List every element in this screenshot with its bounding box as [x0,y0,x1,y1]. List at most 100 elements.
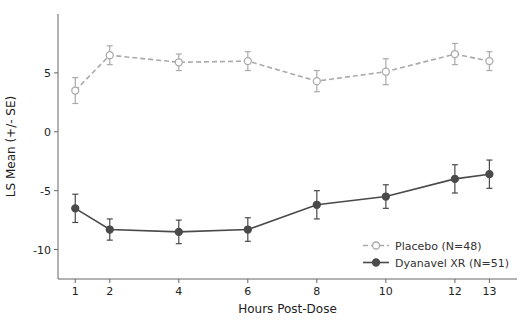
error-bar [176,220,182,244]
error-cap [176,53,182,54]
x-tick [247,279,248,283]
legend-marker [373,242,380,249]
error-cap [486,51,492,52]
error-cap [72,222,78,223]
x-tick [109,279,110,283]
x-tick [316,279,317,283]
error-cap [107,45,113,46]
point [175,59,182,66]
x-tick-label: 6 [244,285,251,298]
error-cap [383,184,389,185]
x-tick-label: 13 [482,285,496,298]
error-cap [486,70,492,71]
error-cap [176,220,182,221]
chart: 12468101213-10-505Hours Post-DoseLS Mean… [0,0,531,321]
y-tick-label: 5 [44,67,51,80]
y-tick [54,190,58,191]
error-cap [245,70,251,71]
x-tick [385,279,386,283]
series-line [75,174,489,232]
plot-area [72,43,493,243]
error-bar [452,43,458,64]
error-cap [245,217,251,218]
error-cap [72,194,78,195]
error-cap [383,208,389,209]
point [382,68,389,75]
error-cap [72,77,78,78]
error-cap [486,159,492,160]
legend-marker [373,259,380,266]
x-tick-label: 12 [448,285,462,298]
error-bar [383,185,389,209]
x-axis-line [58,279,517,280]
point [313,78,320,85]
point [486,171,493,178]
x-axis-label: Hours Post-Dose [238,302,337,316]
y-tick [54,249,58,250]
legend-label: Placebo (N=48) [395,240,481,253]
error-cap [452,64,458,65]
x-tick-label: 10 [379,285,393,298]
error-bar [245,218,251,242]
series [72,160,493,244]
y-tick [54,131,58,132]
error-bar [314,191,320,219]
error-cap [314,91,320,92]
series [72,43,493,103]
point [451,51,458,58]
error-bar [107,46,113,65]
error-cap [383,58,389,59]
error-cap [452,164,458,165]
y-axis-line [58,14,59,279]
y-axis-label: LS Mean (+/- SE) [4,96,18,197]
x-tick-label: 4 [175,285,182,298]
series-line [75,54,489,91]
error-cap [486,188,492,189]
error-bar [245,52,251,71]
error-bar [72,194,78,222]
point [451,175,458,182]
point [72,87,79,94]
error-bar [72,78,78,104]
error-cap [107,218,113,219]
x-tick-label: 2 [106,285,113,298]
x-tick [75,279,76,283]
error-cap [72,103,78,104]
point [244,226,251,233]
error-cap [245,51,251,52]
x-tick-label: 1 [72,285,79,298]
error-cap [107,64,113,65]
legend: Placebo (N=48) Dyanavel XR (N=51) [363,240,509,270]
point [175,228,182,235]
error-cap [314,70,320,71]
point [106,52,113,59]
error-cap [245,241,251,242]
error-bar [486,52,492,71]
x-tick [454,279,455,283]
point [382,193,389,200]
error-cap [452,43,458,44]
error-cap [314,218,320,219]
point [486,58,493,65]
x-tick [489,279,490,283]
error-cap [107,240,113,241]
y-tick-label: -10 [33,244,51,257]
point [72,205,79,212]
x-tick [178,279,179,283]
point [106,226,113,233]
point [313,201,320,208]
error-bar [176,54,182,70]
error-cap [452,192,458,193]
y-tick-label: 0 [44,126,51,139]
error-bar [383,59,389,85]
x-tick-label: 8 [313,285,320,298]
point [244,58,251,65]
error-bar [314,71,320,92]
error-bar [486,160,492,188]
legend-label: Dyanavel XR (N=51) [395,257,509,270]
error-cap [383,84,389,85]
error-cap [314,190,320,191]
error-bar [107,219,113,240]
error-cap [176,70,182,71]
error-bar [452,165,458,193]
